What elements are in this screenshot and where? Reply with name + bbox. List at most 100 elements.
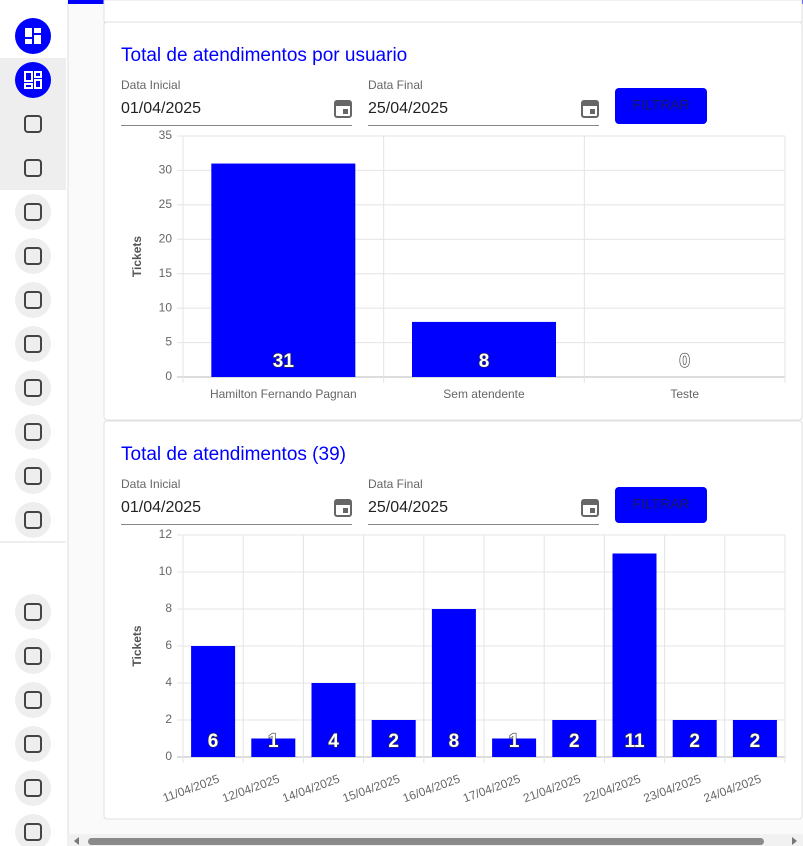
y-tick-label: 8	[165, 601, 172, 615]
y-tick-label: 10	[159, 564, 173, 578]
nav-icon	[24, 603, 42, 621]
nav-item[interactable]	[15, 106, 51, 142]
nav-item[interactable]	[15, 370, 51, 406]
data-label: 31	[273, 351, 295, 372]
nav-icon	[24, 779, 42, 797]
icon	[34, 79, 42, 89]
nav-item[interactable]	[15, 502, 51, 538]
nav-icon	[24, 467, 42, 485]
nav-icon	[24, 203, 42, 221]
data-label: 1	[268, 731, 279, 752]
nav-item[interactable]	[15, 638, 51, 674]
bar[interactable]	[431, 609, 476, 757]
calendar-icon	[335, 101, 351, 106]
filter-button-label: FILTRAR	[632, 97, 689, 113]
icon	[25, 28, 32, 37]
nav-item[interactable]	[15, 682, 51, 718]
nav-item[interactable]	[15, 326, 51, 362]
scrollbar-thumb[interactable]	[88, 838, 764, 845]
calendar-icon	[582, 500, 598, 505]
bar[interactable]	[211, 163, 356, 377]
date-label: Data Inicial	[121, 477, 180, 491]
data-label: 2	[750, 731, 761, 752]
y-tick-label: 10	[159, 300, 173, 314]
icon	[34, 35, 41, 44]
nav-item[interactable]	[15, 594, 51, 630]
date-value[interactable]: 25/04/2025	[368, 100, 448, 117]
nav-item[interactable]	[15, 726, 51, 762]
date-value[interactable]: 01/04/2025	[121, 100, 201, 117]
data-label: 11	[624, 731, 645, 752]
y-tick-label: 5	[165, 335, 172, 349]
nav-item[interactable]	[15, 458, 51, 494]
bar[interactable]	[732, 720, 777, 757]
y-tick-label: 6	[165, 638, 172, 652]
bar[interactable]	[311, 683, 356, 757]
y-tick-label: 0	[165, 369, 172, 383]
nav-item[interactable]	[15, 814, 51, 846]
icon	[34, 28, 41, 33]
y-tick-label: 25	[159, 197, 173, 211]
data-label: 1	[509, 731, 520, 752]
nav-icon	[24, 691, 42, 709]
date-label: Data Inicial	[121, 78, 180, 92]
nav-icon	[24, 423, 42, 441]
nav-icon	[24, 291, 42, 309]
y-tick-label: 2	[165, 712, 172, 726]
card-top	[103, 0, 803, 23]
bar[interactable]	[251, 738, 296, 758]
data-label: 2	[388, 731, 399, 752]
nav-icon	[24, 511, 42, 529]
nav-icon	[24, 115, 42, 133]
icon	[25, 39, 32, 44]
nav-icon	[24, 247, 42, 265]
filter-button-label: FILTRAR	[632, 496, 689, 512]
date-label: Data Final	[368, 477, 423, 491]
filter-button[interactable]	[615, 487, 707, 523]
nav-item[interactable]	[15, 414, 51, 450]
y-tick-label: 0	[165, 749, 172, 763]
bar[interactable]	[492, 738, 537, 758]
nav-icon	[24, 159, 42, 177]
icon	[24, 71, 33, 82]
bar[interactable]	[412, 321, 556, 377]
y-tick-label: 4	[165, 675, 172, 689]
x-tick-label: Teste	[670, 387, 699, 401]
card-title: Total de atendimentos por usuario	[121, 45, 407, 66]
data-label: 8	[449, 731, 460, 752]
calendar-icon	[590, 508, 595, 513]
y-axis-label: Tickets	[130, 236, 144, 277]
calendar-icon	[590, 109, 595, 114]
bar[interactable]	[371, 720, 416, 757]
nav-item[interactable]	[15, 770, 51, 806]
y-tick-label: 15	[159, 266, 173, 280]
nav-icon	[24, 735, 42, 753]
nav-dashboard[interactable]	[15, 18, 51, 54]
bar[interactable]	[191, 646, 236, 757]
y-tick-label: 35	[159, 128, 173, 142]
icon	[24, 83, 33, 89]
nav-item[interactable]	[15, 150, 51, 186]
bar[interactable]	[552, 720, 597, 757]
date-value[interactable]: 01/04/2025	[121, 499, 201, 516]
calendar-icon	[343, 109, 348, 114]
data-label: 2	[689, 731, 700, 752]
scroll-right[interactable]	[792, 837, 797, 845]
nav-icon	[24, 823, 42, 841]
x-tick-label: Hamilton Fernando Pagnan	[210, 387, 357, 401]
calendar-icon	[335, 500, 351, 505]
nav-item[interactable]	[15, 238, 51, 274]
icon	[34, 71, 42, 78]
scroll-left[interactable]	[74, 837, 79, 845]
x-tick-label: Sem atendente	[443, 387, 525, 401]
date-value[interactable]: 25/04/2025	[368, 499, 448, 516]
nav-item[interactable]	[15, 282, 51, 318]
y-tick-label: 20	[159, 231, 173, 245]
date-label: Data Final	[368, 78, 423, 92]
bar[interactable]	[672, 720, 717, 757]
nav-item[interactable]	[15, 194, 51, 230]
filter-button[interactable]	[615, 88, 707, 124]
nav-icon	[24, 647, 42, 665]
data-label: 6	[208, 731, 219, 752]
bar[interactable]	[612, 553, 657, 758]
